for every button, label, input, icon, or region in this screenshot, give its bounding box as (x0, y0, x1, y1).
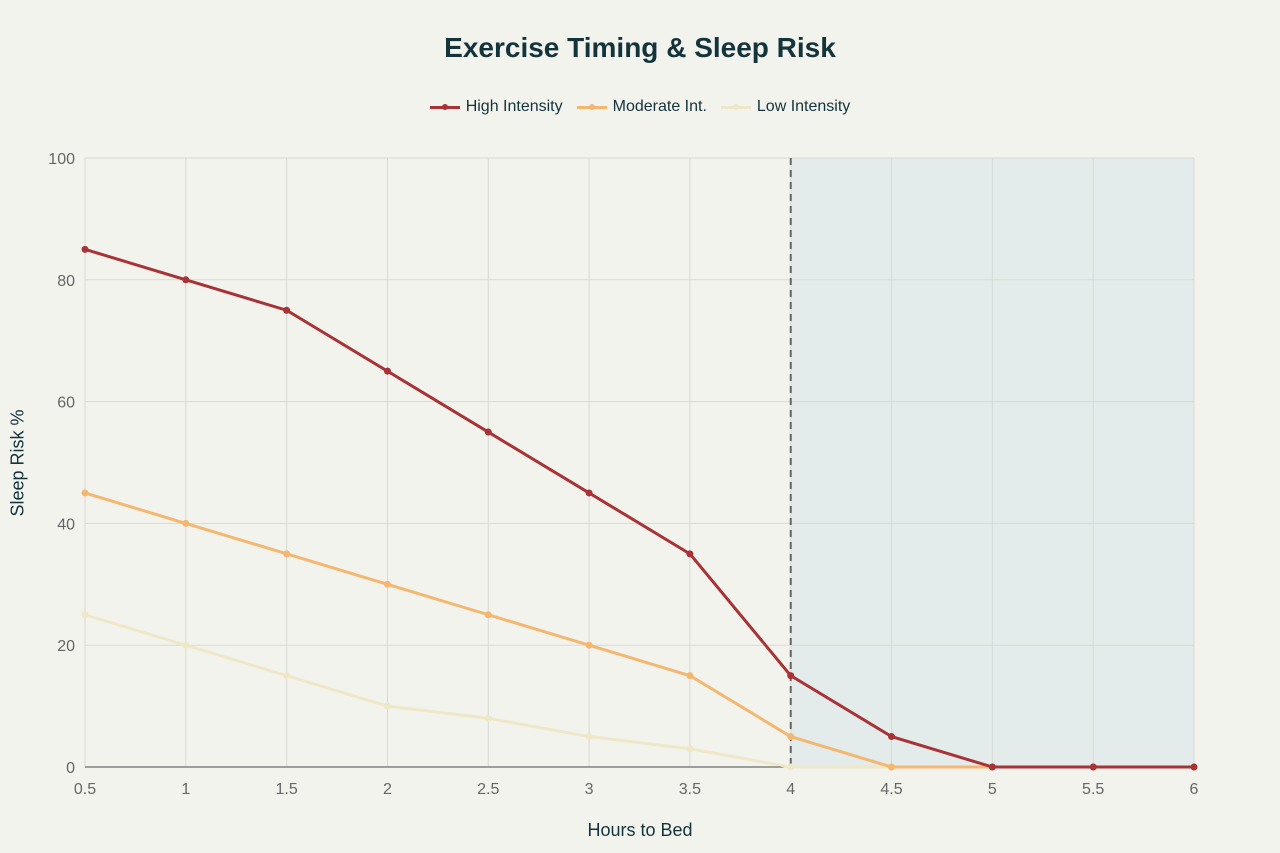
series-line-0 (83, 247, 1196, 769)
x-tick-label: 2.5 (477, 781, 499, 798)
data-point (585, 489, 593, 497)
x-tick-label: 5 (988, 781, 997, 798)
data-point (383, 580, 391, 588)
data-point (787, 763, 795, 771)
data-point (1190, 763, 1198, 771)
data-point (787, 733, 795, 741)
x-tick-label: 1 (181, 781, 190, 798)
data-point (787, 672, 795, 680)
data-point (81, 489, 89, 497)
legend-label-low-intensity: Low Intensity (756, 98, 851, 115)
data-point (283, 672, 291, 680)
data-point (585, 733, 593, 741)
data-point (182, 641, 190, 649)
x-axis-label: Hours to Bed (587, 820, 693, 840)
y-tick-label: 100 (48, 151, 75, 168)
legend: High Intensity Moderate Int. Low Intensi… (0, 98, 1280, 116)
y-tick-label: 0 (66, 760, 75, 777)
data-point (81, 245, 89, 253)
x-tick-label: 5.5 (1082, 781, 1104, 798)
data-point (283, 306, 291, 314)
data-point (182, 519, 190, 527)
legend-item-low-intensity[interactable]: Low Intensity (720, 98, 851, 116)
data-point (686, 672, 694, 680)
legend-swatch-moderate-intensity (576, 102, 607, 112)
data-point (686, 745, 694, 753)
legend-swatch-low-intensity (720, 102, 751, 112)
y-tick-label: 40 (57, 516, 75, 533)
chart-title: Exercise Timing & Sleep Risk (444, 32, 836, 63)
legend-label-high-intensity: High Intensity (465, 98, 563, 115)
legend-item-high-intensity[interactable]: High Intensity (429, 98, 563, 116)
x-tick-label: 4 (786, 781, 795, 798)
data-point (1089, 763, 1097, 771)
data-point (81, 611, 89, 619)
data-point (383, 702, 391, 710)
x-tick-label: 3 (585, 781, 594, 798)
data-point (988, 763, 996, 771)
legend-swatch-high-intensity (429, 102, 460, 112)
data-point (484, 428, 492, 436)
x-tick-label: 4.5 (880, 781, 902, 798)
y-tick-label: 60 (57, 395, 75, 412)
x-tick-label: 6 (1190, 781, 1199, 798)
legend-label-moderate-intensity: Moderate Int. (612, 98, 707, 115)
legend-item-moderate-intensity[interactable]: Moderate Int. (576, 98, 707, 116)
x-tick-label: 1.5 (276, 781, 298, 798)
data-point (283, 550, 291, 558)
x-tick-label: 3.5 (679, 781, 701, 798)
x-tick-label: 0.5 (74, 781, 96, 798)
data-point (686, 550, 694, 558)
y-tick-label: 80 (57, 273, 75, 290)
data-point (383, 367, 391, 375)
data-point (888, 763, 896, 771)
y-tick-label: 20 (57, 638, 75, 655)
data-point (585, 641, 593, 649)
x-tick-label: 2 (383, 781, 392, 798)
data-point (484, 611, 492, 619)
data-point (484, 714, 492, 722)
data-point (888, 733, 896, 741)
data-point (182, 276, 190, 284)
